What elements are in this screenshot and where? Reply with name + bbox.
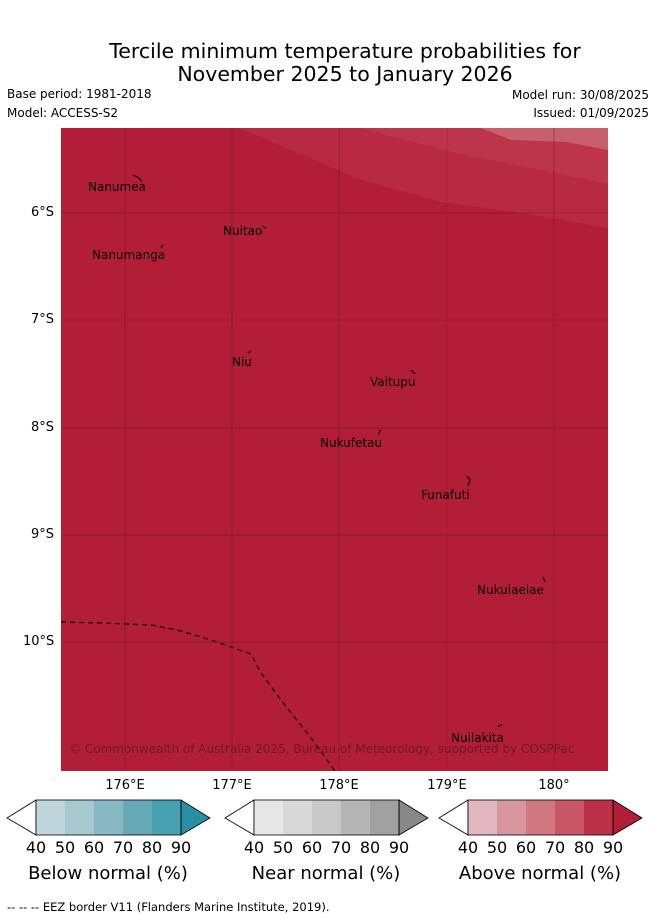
tick-80: 80 bbox=[359, 838, 381, 857]
colorbar-below-normal: 40 50 60 70 80 90 Below normal (%) bbox=[6, 799, 212, 884]
tick-90: 90 bbox=[602, 838, 624, 857]
model-name: Model: ACCESS-S2 bbox=[7, 106, 119, 120]
tick-50: 50 bbox=[486, 838, 508, 857]
lat-label-7s: 7°S bbox=[31, 312, 55, 327]
tick-40: 40 bbox=[243, 838, 265, 857]
lon-label-178e: 178°E bbox=[319, 778, 359, 793]
base-period: Base period: 1981-2018 bbox=[7, 87, 152, 101]
lat-label-8s: 8°S bbox=[31, 420, 55, 435]
graticule bbox=[61, 128, 608, 771]
lat-label-10s: 10°S bbox=[23, 634, 55, 649]
tick-40: 40 bbox=[457, 838, 479, 857]
tick-50: 50 bbox=[54, 838, 76, 857]
title-line-1: Tercile minimum temperature probabilitie… bbox=[109, 39, 581, 63]
colorbar-above-swatches bbox=[438, 799, 643, 836]
tick-60: 60 bbox=[301, 838, 323, 857]
model-run: Model run: 30/08/2025 bbox=[511, 88, 649, 102]
lon-label-180: 180° bbox=[538, 778, 570, 793]
colorbar-near-swatches bbox=[224, 799, 429, 836]
tick-50: 50 bbox=[272, 838, 294, 857]
place-nanumanga: Nanumanga bbox=[92, 248, 166, 262]
island-markers bbox=[132, 174, 546, 727]
eez-legend-note: -- -- -- EEZ border V11 (Flanders Marine… bbox=[7, 900, 330, 914]
tick-60: 60 bbox=[83, 838, 105, 857]
place-nukulaelae: Nukulaelae bbox=[477, 583, 544, 597]
colorbar-below-swatches bbox=[6, 799, 211, 836]
map-title: Tercile minimum temperature probabilitie… bbox=[0, 40, 655, 86]
place-niu: Niu bbox=[232, 355, 252, 369]
tick-70: 70 bbox=[544, 838, 566, 857]
lat-label-9s: 9°S bbox=[31, 527, 55, 542]
place-funafuti: Funafuti bbox=[421, 488, 470, 502]
place-nuilakita: Nuilakita bbox=[451, 731, 504, 745]
colorbar-above-label: Above normal (%) bbox=[458, 863, 622, 884]
lat-label-6s: 6°S bbox=[31, 205, 55, 220]
map-shading bbox=[61, 128, 608, 771]
tick-90: 90 bbox=[388, 838, 410, 857]
colorbar-above-normal: 40 50 60 70 80 90 Above normal (%) bbox=[438, 799, 644, 884]
place-vaitupu: Vaitupu bbox=[370, 375, 416, 389]
lon-label-176e: 176°E bbox=[105, 778, 145, 793]
tick-80: 80 bbox=[141, 838, 163, 857]
place-nukufetau: Nukufetau bbox=[320, 436, 383, 450]
issued-date: Issued: 01/09/2025 bbox=[533, 106, 649, 120]
tick-40: 40 bbox=[25, 838, 47, 857]
tick-60: 60 bbox=[515, 838, 537, 857]
colorbar-near-label: Near normal (%) bbox=[251, 863, 401, 884]
lon-label-177e: 177°E bbox=[212, 778, 252, 793]
eez-border bbox=[61, 621, 336, 771]
colorbar-below-label: Below normal (%) bbox=[28, 863, 188, 884]
title-line-2: November 2025 to January 2026 bbox=[177, 62, 513, 86]
tick-90: 90 bbox=[170, 838, 192, 857]
probability-map: Nanumea Nuitao Nanumanga Niu Vaitupu Nuk… bbox=[61, 128, 608, 771]
place-nuitao: Nuitao bbox=[223, 224, 263, 238]
lon-label-179e: 179°E bbox=[427, 778, 467, 793]
tick-70: 70 bbox=[330, 838, 352, 857]
tick-80: 80 bbox=[573, 838, 595, 857]
place-nanumea: Nanumea bbox=[88, 180, 146, 194]
map-credit: © Commonwealth of Australia 2025, Bureau… bbox=[69, 742, 575, 756]
tick-70: 70 bbox=[112, 838, 134, 857]
colorbar-near-normal: 40 50 60 70 80 90 Near normal (%) bbox=[224, 799, 430, 884]
